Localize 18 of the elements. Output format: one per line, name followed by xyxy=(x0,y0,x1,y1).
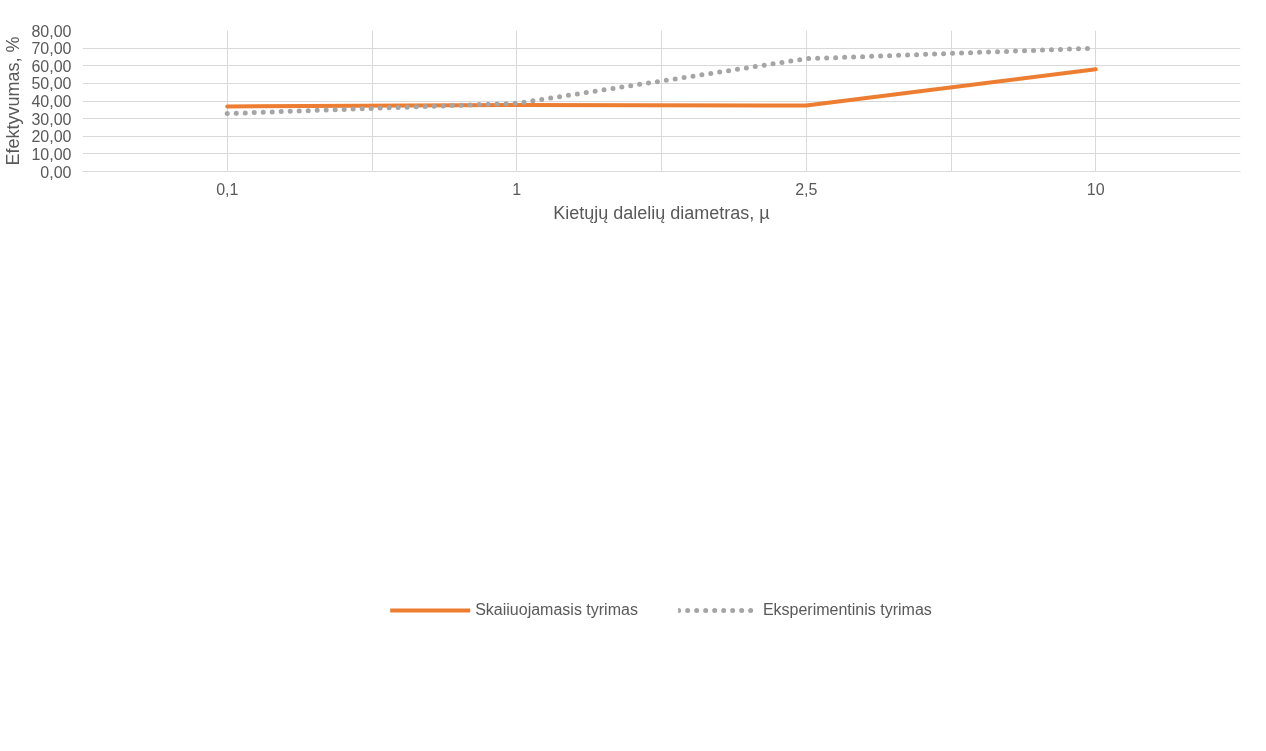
y-axis-title: Efektyvumas, % xyxy=(3,36,24,166)
x-tick-label: 10 xyxy=(1086,180,1105,198)
y-tick-label: 30,00 xyxy=(31,110,72,128)
legend-label: Skaiiuojamasis tyrimas xyxy=(475,601,638,619)
y-tick-label: 0,00 xyxy=(40,163,72,181)
x-axis-title: Kietųjų dalelių diametras, µ xyxy=(553,202,770,223)
y-tick-label: 10,00 xyxy=(31,145,72,163)
y-tick-label: 60,00 xyxy=(31,57,72,75)
y-tick-label: 20,00 xyxy=(31,128,72,146)
y-tick-label: 50,00 xyxy=(31,75,72,93)
y-tick-label: 40,00 xyxy=(31,93,72,110)
y-tick-label: 70,00 xyxy=(31,40,72,58)
x-tick-label: 1 xyxy=(512,180,522,198)
y-tick-label: 80,00 xyxy=(31,22,72,40)
x-tick-label: 2,5 xyxy=(795,180,818,198)
line-series xyxy=(225,67,1098,109)
legend-label: Eksperimentinis tyrimas xyxy=(762,601,932,619)
x-tick-label: 0,1 xyxy=(216,180,239,198)
